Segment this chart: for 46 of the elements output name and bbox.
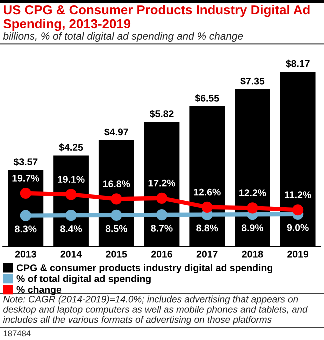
legend-label: % change — [16, 286, 62, 296]
data-label: $7.35 — [240, 77, 265, 86]
chart-subtitle: billions, % of total digital ad spending and % change — [3, 32, 244, 42]
data-label: 16.8% — [103, 180, 130, 188]
data-label: 8.8% — [196, 224, 218, 232]
text: 187484 — [4, 330, 31, 337]
x-tick-label: 2014 — [60, 250, 82, 258]
point — [66, 210, 77, 222]
text: Note: CAGR (2014-2019)=14.0%; includes advertising that appears on desktop and laptop computers as well as mobile phones and tablets, and includes all the various formats of advertising on those platforms — [3, 296, 308, 325]
data-label: 8.5% — [106, 225, 128, 232]
data-label: $6.55 — [195, 94, 220, 102]
data-label: 17.2% — [148, 180, 176, 187]
point — [111, 194, 122, 205]
point — [156, 209, 168, 221]
data-label: $4.25 — [59, 144, 84, 152]
data-label: 12.6% — [194, 188, 221, 196]
legend-label: % of total digital ad spending — [16, 275, 151, 284]
point — [20, 210, 32, 222]
x-tick-label: 2017 — [196, 250, 218, 258]
point — [20, 188, 32, 200]
point — [247, 202, 258, 214]
data-label: $8.17 — [286, 60, 310, 68]
point — [111, 210, 122, 221]
x-tick-label: 2015 — [106, 250, 128, 258]
data-label: 9.0% — [287, 224, 309, 232]
data-label: $3.57 — [14, 158, 38, 166]
data-label: $4.97 — [104, 128, 128, 136]
data-label: 19.7% — [12, 174, 40, 182]
point — [292, 204, 304, 216]
data-label: 12.2% — [240, 190, 266, 197]
point — [156, 192, 168, 204]
data-label: $5.82 — [150, 110, 174, 118]
data-label: 8.3% — [15, 226, 37, 233]
x-tick-label: 2013 — [15, 250, 36, 258]
chart-title: US CPG & Consumer Products Industry Digital Ad Spending, 2013-2019 — [4, 5, 310, 32]
point — [202, 202, 213, 213]
data-label: 11.2% — [285, 192, 312, 198]
legend-label: CPG & consumer products industry digital ad spending — [16, 264, 272, 274]
x-tick-label: 2018 — [242, 250, 264, 258]
data-label: 8.4% — [60, 226, 82, 232]
x-tick-label: 2016 — [152, 250, 172, 258]
data-label: 8.7% — [151, 224, 173, 232]
data-label: 8.9% — [242, 224, 264, 232]
x-tick-label: 2019 — [288, 250, 309, 258]
point — [66, 189, 77, 200]
data-label: 19.1% — [58, 176, 85, 184]
